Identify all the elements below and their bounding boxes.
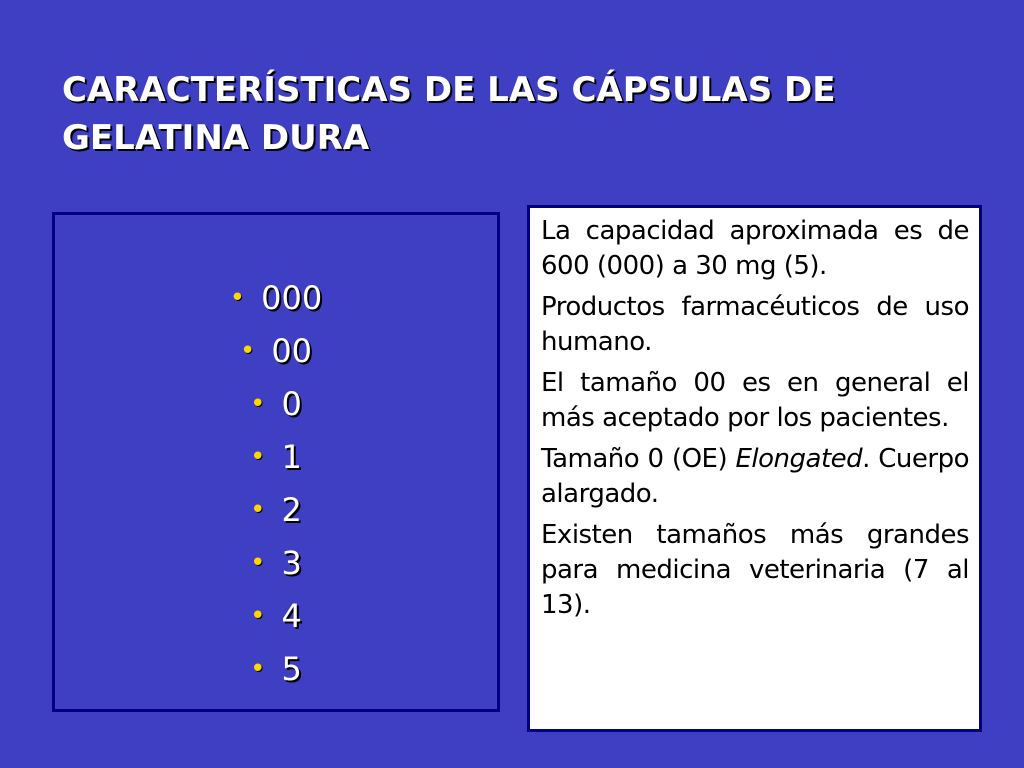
slide-title: CARACTERÍSTICAS DE LAS CÁPSULAS DE GELAT… bbox=[62, 70, 836, 158]
elongated-term: Elongated bbox=[735, 444, 863, 474]
list-item: • 4 bbox=[55, 589, 497, 642]
list-item: • 0 bbox=[55, 377, 497, 430]
characteristics-box: La capacidad aproximada es de 600 (000) … bbox=[527, 205, 982, 732]
bullet-icon: • bbox=[229, 282, 246, 313]
list-item: • 3 bbox=[55, 536, 497, 589]
bullet-icon: • bbox=[250, 547, 266, 578]
list-item: • 000 bbox=[55, 271, 497, 324]
size-label: 3 bbox=[281, 543, 302, 582]
capsule-size-list: • 000 • 00 • 0 • 1 • 2 • 3 • 4 • 5 bbox=[55, 271, 497, 695]
size-label: 00 bbox=[271, 331, 313, 370]
bullet-icon: • bbox=[250, 441, 266, 472]
bullet-icon: • bbox=[250, 388, 266, 419]
size-label: 4 bbox=[281, 596, 302, 635]
size-00-note: El tamaño 00 es en general el más acepta… bbox=[541, 368, 970, 433]
capacity-note: La capacidad aproximada es de 600 (000) … bbox=[541, 216, 970, 281]
list-item: • 1 bbox=[55, 430, 497, 483]
bullet-icon: • bbox=[250, 653, 266, 684]
bullet-icon: • bbox=[250, 494, 266, 525]
list-item: • 2 bbox=[55, 483, 497, 536]
list-item: • 5 bbox=[55, 642, 497, 695]
bullet-icon: • bbox=[239, 335, 256, 366]
size-label: 1 bbox=[281, 437, 302, 476]
bullet-icon: • bbox=[250, 600, 266, 631]
elongated-note: Tamaño 0 (OE) Elongated. Cuerpo alargado… bbox=[541, 442, 970, 512]
capsule-sizes-box: • 000 • 00 • 0 • 1 • 2 • 3 • 4 • 5 bbox=[52, 212, 500, 712]
size-label: 000 bbox=[261, 278, 323, 317]
veterinary-note: Existen tamaños más grandes para medicin… bbox=[541, 520, 970, 620]
elongated-note-start: Tamaño 0 (OE) bbox=[541, 444, 736, 474]
size-label: 2 bbox=[281, 490, 302, 529]
elongated-note-end: . Cuerpo alargado. bbox=[541, 444, 970, 509]
size-label: 5 bbox=[281, 649, 302, 688]
human-use-note: Productos farmacéuticos de uso humano. bbox=[541, 292, 970, 357]
list-item: • 00 bbox=[55, 324, 497, 377]
size-label: 0 bbox=[281, 384, 302, 423]
